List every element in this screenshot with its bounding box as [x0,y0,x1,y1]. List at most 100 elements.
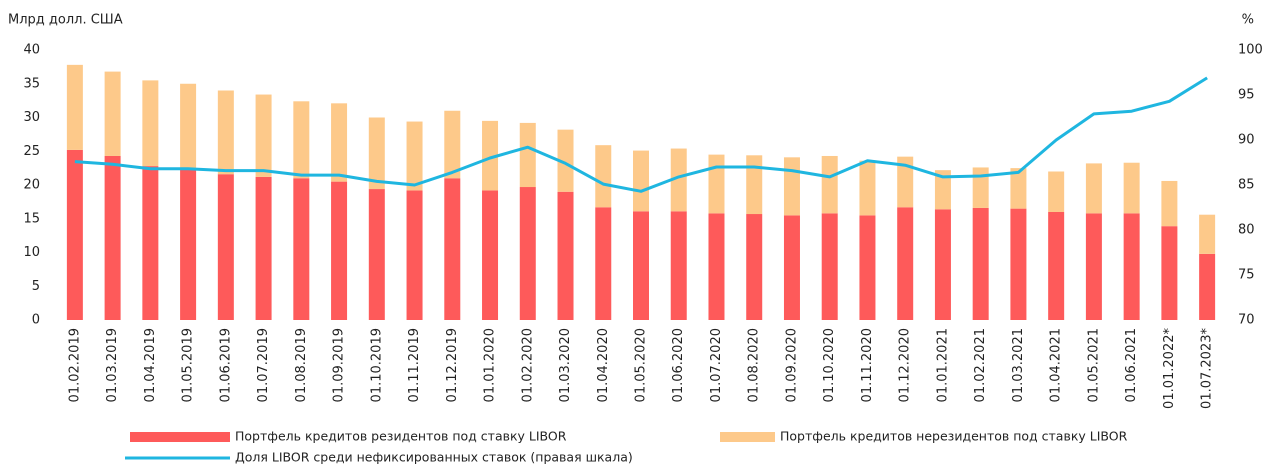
bar [104,71,121,156]
x-tick-label: 01.02.2019 [67,328,82,402]
bar [708,154,725,214]
bar [293,178,310,320]
y-tick-label: 25 [23,144,40,159]
bar [670,148,687,212]
y-tick-label: 15 [23,211,40,226]
y-tick-label: 30 [23,110,40,125]
bar [934,209,951,320]
bar [180,83,197,170]
bar [595,207,612,320]
y2-tick-label: 100 [1238,43,1263,58]
y-tick-label: 20 [23,178,40,193]
bar [670,211,687,320]
y-tick-label: 10 [23,245,40,260]
legend-label: Портфель кредитов резидентов под ставку … [235,429,567,444]
bar [1161,180,1178,227]
y-tick-label: 5 [32,279,40,294]
bar [331,181,348,320]
bar [783,215,800,320]
legend-swatch [130,432,230,442]
x-tick-label: 01.12.2019 [445,328,460,402]
x-tick-label: 01.01.2021 [935,328,950,402]
bar [633,211,649,320]
bar [1048,212,1065,320]
y2-tick-label: 75 [1238,268,1255,283]
bar [66,64,83,150]
bar [557,129,574,192]
x-tick-label: 01.03.2021 [1011,328,1026,402]
line [74,76,1208,193]
bar [1010,208,1027,320]
bar [557,191,574,320]
x-tick-label: 01.04.2020 [596,328,611,402]
bar [595,145,612,208]
x-tick-label: 01.10.2019 [369,328,384,402]
bar [1123,213,1140,320]
x-tick-label: 01.02.2020 [520,328,535,402]
bar [1085,213,1102,320]
bar [708,213,725,320]
x-tick-label: 01.11.2020 [860,328,875,402]
bar [972,207,989,320]
bar [972,167,989,208]
x-tick-label: 01.06.2020 [671,328,686,402]
bar [444,110,461,179]
bar [859,160,876,216]
x-tick-label: 01.05.2021 [1086,328,1101,402]
bar [444,178,461,320]
x-tick-label: 01.01.2020 [483,328,498,402]
bar [1010,168,1027,209]
y2-tick-label: 85 [1238,178,1255,193]
x-tick-label: 01.03.2019 [105,328,120,402]
y-tick-label: 0 [32,313,40,328]
bar [519,122,536,188]
bar [1048,171,1065,212]
bar [519,187,536,320]
y-axis-title: Млрд долл. США [8,13,123,28]
bar [821,213,838,320]
bar [897,207,914,320]
bar [897,156,914,208]
bar [633,150,649,212]
bar [1199,214,1216,254]
x-tick-label: 01.07.2020 [709,328,724,402]
bar [406,121,423,191]
bar [746,214,763,320]
y-tick-label: 35 [23,76,40,91]
bar [180,169,197,320]
x-tick-label: 01.07.2023* [1200,328,1215,409]
bar [331,103,348,182]
x-tick-label: 01.05.2019 [181,328,196,402]
x-tick-label: 01.07.2019 [256,328,271,402]
bar [368,189,385,320]
bar [482,120,499,191]
bar [821,155,838,214]
y-tick-label: 40 [23,43,40,58]
legend-label: Доля LIBOR среди нефиксированных ставок … [235,450,633,465]
x-tick-label: 01.09.2019 [332,328,347,402]
bar [406,190,423,320]
y2-tick-label: 90 [1238,133,1255,148]
y2-tick-label: 95 [1238,88,1255,103]
x-tick-label: 01.04.2021 [1049,328,1064,402]
legend-swatch [720,432,775,442]
bar [1085,163,1102,214]
x-tick-label: 01.03.2020 [558,328,573,402]
x-tick-label: 01.06.2019 [218,328,233,402]
bar [66,149,83,320]
bar [217,174,234,320]
bar [1123,162,1140,214]
bar [217,90,234,175]
bar [934,170,951,210]
bar [255,176,272,320]
x-tick-label: 01.08.2020 [747,328,762,402]
x-tick-label: 01.12.2020 [898,328,913,402]
y2-axis-title: % [1242,13,1254,28]
bar [142,166,159,320]
x-tick-label: 01.01.2022* [1162,328,1177,409]
y2-tick-label: 80 [1238,223,1255,238]
x-tick-label: 01.04.2019 [143,328,158,402]
x-tick-label: 01.02.2021 [973,328,988,402]
x-tick-label: 01.10.2020 [822,328,837,402]
